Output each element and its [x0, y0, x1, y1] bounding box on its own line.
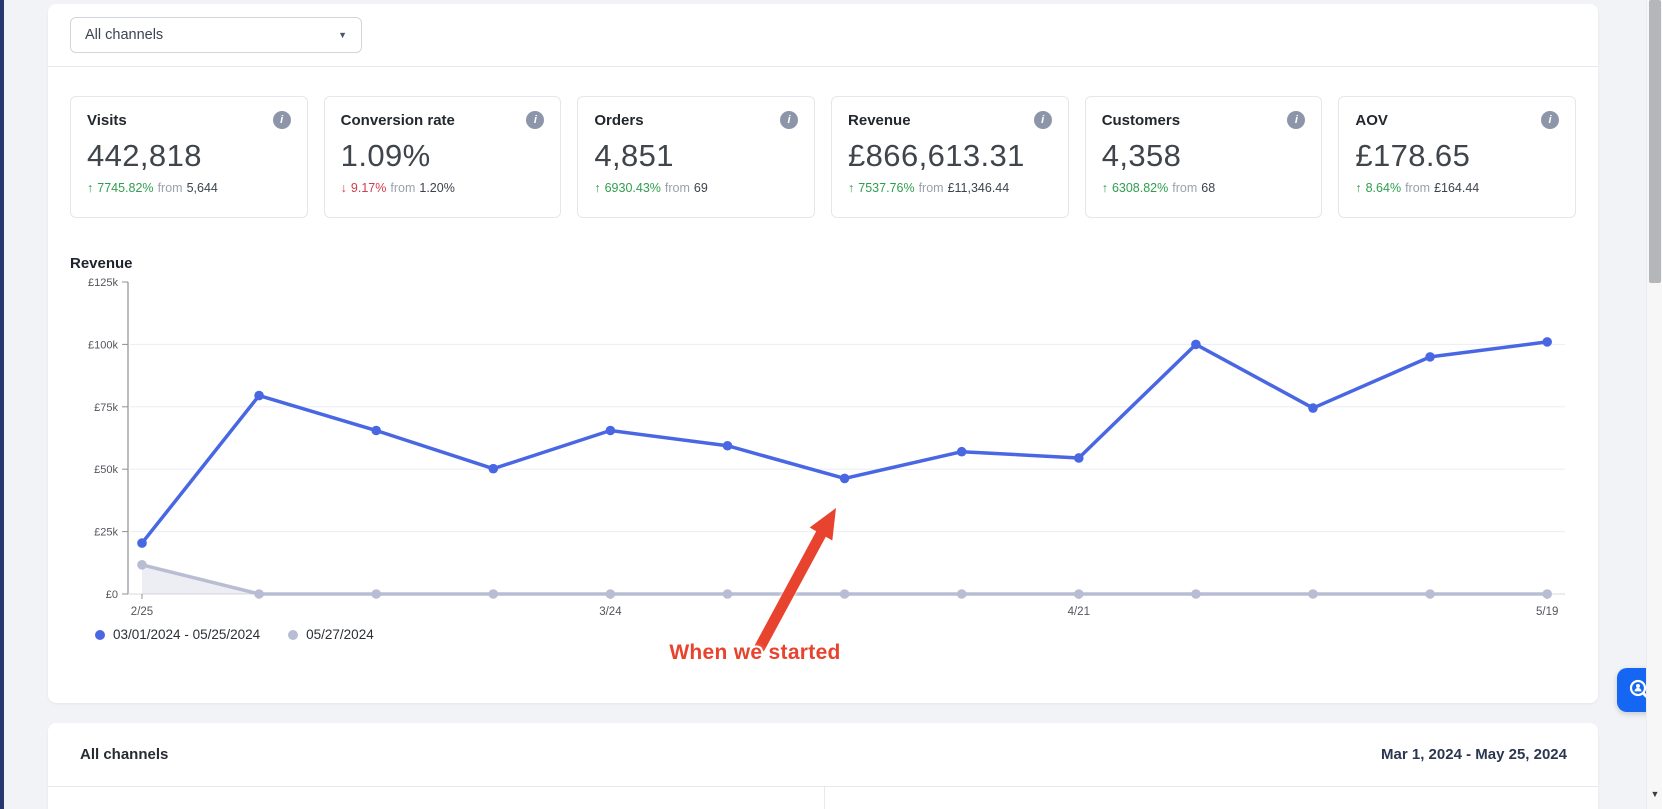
trend-up-icon: ↑	[1355, 181, 1362, 195]
delta-from-word: from	[1405, 181, 1431, 195]
previous-value: £11,346.44	[947, 181, 1010, 195]
metric-value: £178.65	[1355, 138, 1471, 173]
previous-value: 5,644	[186, 181, 218, 195]
metric-card-revenue[interactable]: Revenue i £866,613.31 ↑ 7537.76% from £1…	[831, 96, 1069, 218]
svg-text:£25k: £25k	[94, 527, 118, 539]
report-table	[48, 787, 1598, 809]
metric-value: £866,613.31	[848, 138, 1025, 173]
previous-value: 69	[693, 181, 708, 195]
metric-card-visits[interactable]: Visits i 442,818 ↑ 7745.82% from 5,644	[70, 96, 308, 218]
report-date-range[interactable]: Mar 1, 2024 - May 25, 2024	[1381, 746, 1567, 763]
trend-down-icon: ↓	[340, 181, 347, 195]
previous-value: 1.20%	[419, 181, 455, 195]
metric-label: Customers	[1101, 111, 1181, 129]
legend-dot-icon	[288, 629, 299, 640]
annotation-text: When we started	[669, 641, 841, 664]
metric-label: Visits	[87, 111, 127, 129]
metric-value: 4,851	[594, 138, 674, 173]
delta-from-word: from	[918, 181, 944, 195]
metrics-row: Visits i 442,818 ↑ 7745.82% from 5,644 C…	[70, 96, 1577, 218]
delta-from-word: from	[157, 181, 183, 195]
info-icon[interactable]: i	[1033, 111, 1052, 129]
delta-from-word: from	[1172, 181, 1198, 195]
metric-value: 4,358	[1101, 138, 1182, 173]
delta-from-word: from	[664, 181, 690, 195]
metric-label: AOV	[1355, 111, 1388, 129]
metric-value: 442,818	[87, 138, 202, 173]
svg-text:5/19: 5/19	[1536, 606, 1558, 618]
metric-card-conversion-rate[interactable]: Conversion rate i 1.09% ↓ 9.17% from 1.2…	[323, 96, 562, 218]
delta-from-word: from	[390, 181, 416, 195]
chevron-down-icon: ▼	[338, 30, 347, 40]
info-icon[interactable]: i	[1541, 111, 1560, 129]
svg-text:£75k: £75k	[94, 402, 118, 414]
info-icon[interactable]: i	[272, 111, 291, 129]
legend-dot-icon	[95, 629, 105, 640]
channel-select[interactable]: All channels ▼	[70, 17, 362, 53]
svg-text:3/24: 3/24	[599, 606, 622, 618]
metric-label: Conversion rate	[340, 111, 455, 129]
delta-percent: 6930.43%	[604, 181, 661, 195]
info-icon[interactable]: i	[1287, 111, 1306, 129]
chart-legend: 03/01/2024 - 05/25/2024 05/27/2024	[95, 627, 1598, 642]
svg-text:£100k: £100k	[88, 339, 118, 351]
channels-report-panel: All channels Mar 1, 2024 - May 25, 2024	[48, 723, 1598, 809]
previous-value: £164.44	[1434, 181, 1480, 195]
previous-value: 68	[1201, 181, 1216, 195]
metric-card-aov[interactable]: AOV i £178.65 ↑ 8.64% from £164.44	[1338, 96, 1577, 218]
metric-card-orders[interactable]: Orders i 4,851 ↑ 6930.43% from 69	[577, 96, 816, 218]
trend-up-icon: ↑	[594, 181, 601, 195]
delta-percent: 6308.82%	[1111, 181, 1169, 195]
channel-select-value: All channels	[85, 27, 164, 43]
trend-up-icon: ↑	[87, 181, 94, 195]
metric-value: 1.09%	[340, 138, 431, 173]
metric-label: Orders	[594, 111, 644, 129]
delta-percent: 9.17%	[350, 181, 387, 195]
scrollbar-thumb[interactable]	[1649, 0, 1661, 283]
trend-up-icon: ↑	[1101, 181, 1108, 195]
metric-card-customers[interactable]: Customers i 4,358 ↑ 6308.82% from 68	[1084, 96, 1323, 218]
chart-title: Revenue	[70, 255, 133, 272]
svg-text:4/21: 4/21	[1068, 606, 1090, 618]
svg-text:£125k: £125k	[88, 277, 118, 289]
report-section-title: All channels	[80, 746, 169, 763]
metric-label: Revenue	[848, 111, 911, 129]
analytics-panel: All channels ▼ Visits i 442,818 ↑ 7745.8…	[48, 4, 1598, 703]
scroll-down-arrow[interactable]: ▼	[1650, 788, 1660, 799]
table-column-divider	[824, 787, 825, 809]
delta-percent: 8.64%	[1365, 181, 1402, 195]
svg-text:£0: £0	[106, 589, 118, 601]
revenue-line-chart[interactable]: £0 £25k £50k £75k £100k £125k 2/25 3/24 4/21 5/19	[48, 276, 1588, 621]
info-icon[interactable]: i	[780, 111, 799, 129]
channel-filter-bar: All channels ▼	[48, 4, 1598, 67]
revenue-chart: £0 £25k £50k £75k £100k £125k 2/25 3/24 4/21 5/19	[48, 276, 1598, 621]
window-left-border	[0, 0, 4, 809]
delta-percent: 7745.82%	[97, 181, 154, 195]
legend-item-current-period[interactable]: 03/01/2024 - 05/25/2024	[95, 627, 260, 642]
annotation-arrow-icon	[754, 508, 836, 653]
delta-percent: 7537.76%	[858, 181, 915, 195]
scrollbar[interactable]: ▼	[1646, 0, 1662, 809]
info-icon[interactable]: i	[526, 111, 545, 129]
svg-text:2/25: 2/25	[131, 606, 153, 618]
legend-item-compare-period[interactable]: 05/27/2024	[288, 627, 374, 642]
svg-text:£50k: £50k	[94, 464, 118, 476]
trend-up-icon: ↑	[848, 181, 855, 195]
